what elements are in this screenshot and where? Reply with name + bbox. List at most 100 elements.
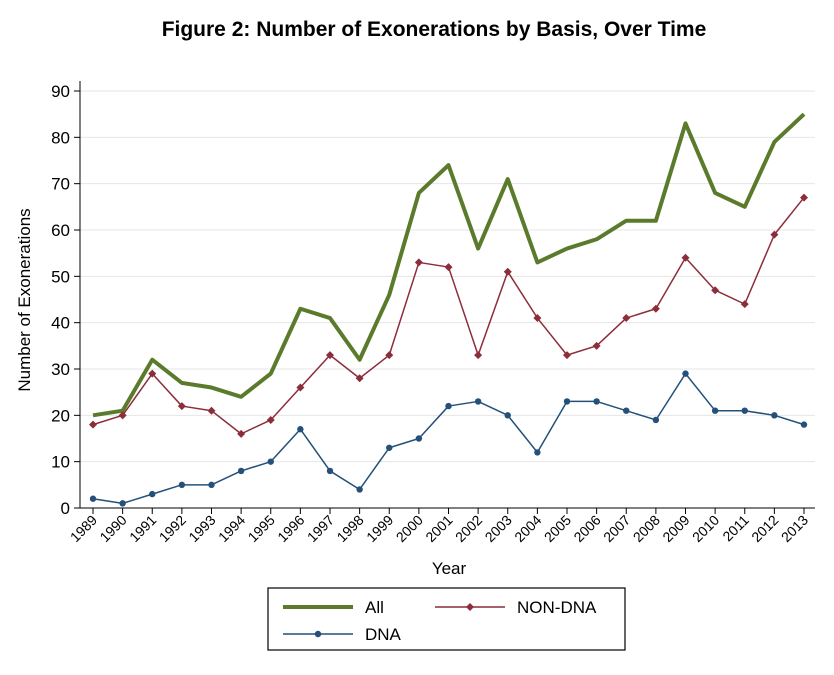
data-point-non-dna xyxy=(711,286,720,295)
data-point-non-dna xyxy=(651,304,660,313)
data-point-non-dna xyxy=(503,267,512,276)
data-point-non-dna xyxy=(592,341,601,350)
y-tick-label: 30 xyxy=(51,360,70,379)
x-tick-label: 2010 xyxy=(689,512,722,545)
data-point-dna xyxy=(623,407,630,414)
data-point-dna xyxy=(534,449,541,456)
data-point-dna xyxy=(504,412,511,419)
series-line-dna xyxy=(92,372,805,505)
x-tick-label: 2013 xyxy=(778,512,811,545)
data-point-non-dna xyxy=(177,402,186,411)
legend-label-all: All xyxy=(365,598,384,617)
data-point-dna xyxy=(356,486,363,493)
data-point-dna xyxy=(297,426,304,433)
x-tick-label: 1989 xyxy=(67,512,100,545)
data-point-dna xyxy=(445,402,452,410)
x-tick-label: 1994 xyxy=(215,512,248,545)
x-tick-label: 2002 xyxy=(452,512,485,545)
x-tick-label: 2003 xyxy=(482,512,515,545)
y-tick-label: 10 xyxy=(51,453,70,472)
y-tick-label: 0 xyxy=(61,499,70,518)
x-tick-label: 1995 xyxy=(245,512,278,545)
y-tick-label: 70 xyxy=(51,175,70,194)
data-point-dna xyxy=(386,444,393,451)
legend-marker-non-dna xyxy=(466,603,474,611)
x-tick-label: 2007 xyxy=(600,512,633,545)
data-point-dna xyxy=(771,412,778,419)
x-tick-label: 1998 xyxy=(333,512,366,545)
data-point-dna xyxy=(415,435,423,442)
legend-box xyxy=(267,587,626,651)
y-tick-label: 40 xyxy=(51,314,70,333)
data-point-dna xyxy=(741,407,748,414)
x-tick-label: 1991 xyxy=(126,512,159,545)
data-point-non-dna xyxy=(622,314,631,323)
data-point-dna xyxy=(119,500,126,507)
x-tick-label: 1993 xyxy=(185,512,218,545)
x-tick-label: 2004 xyxy=(511,512,544,545)
x-tick-label: 1990 xyxy=(96,512,129,545)
x-tick-label: 1992 xyxy=(156,512,189,545)
legend-label-dna: DNA xyxy=(365,625,402,644)
y-tick-label: 60 xyxy=(51,221,70,240)
y-tick-label: 50 xyxy=(51,267,70,286)
data-point-dna xyxy=(474,398,482,405)
data-point-non-dna xyxy=(326,351,334,360)
data-point-dna xyxy=(326,467,334,475)
data-point-non-dna xyxy=(474,351,483,360)
data-point-dna xyxy=(593,398,600,405)
data-point-dna xyxy=(800,421,808,428)
data-point-dna xyxy=(178,481,186,489)
x-tick-label: 2000 xyxy=(393,512,426,545)
data-point-dna xyxy=(563,398,571,405)
series-line-all xyxy=(92,112,806,418)
data-point-dna xyxy=(652,416,660,424)
data-point-non-dna xyxy=(296,383,305,392)
x-tick-label: 2006 xyxy=(570,512,603,545)
x-tick-label: 1999 xyxy=(363,512,396,545)
data-point-non-dna xyxy=(148,369,157,378)
x-tick-label: 2012 xyxy=(748,512,781,545)
y-tick-label: 20 xyxy=(51,406,70,425)
x-tick-label: 1997 xyxy=(304,512,337,545)
x-tick-label: 2005 xyxy=(541,512,574,545)
data-point-non-dna xyxy=(800,193,808,202)
data-point-non-dna xyxy=(207,406,216,415)
data-point-non-dna xyxy=(266,415,275,424)
data-point-non-dna xyxy=(414,258,423,267)
data-point-non-dna xyxy=(770,230,779,239)
legend-label-non-dna: NON-DNA xyxy=(517,598,597,617)
data-point-non-dna xyxy=(681,253,690,262)
data-point-dna xyxy=(267,458,274,465)
y-tick-label: 80 xyxy=(51,128,70,147)
data-point-non-dna xyxy=(237,429,246,438)
data-point-non-dna xyxy=(118,411,127,420)
data-point-dna xyxy=(89,495,97,502)
data-point-non-dna xyxy=(740,300,749,309)
x-tick-label: 2009 xyxy=(659,512,692,545)
data-point-dna xyxy=(711,407,719,414)
series-line-non-dna xyxy=(92,197,805,435)
data-point-non-dna xyxy=(563,351,571,360)
y-tick-label: 90 xyxy=(51,82,70,101)
data-point-non-dna xyxy=(444,263,453,272)
data-point-non-dna xyxy=(355,374,364,383)
data-point-non-dna xyxy=(533,314,542,323)
data-point-non-dna xyxy=(385,351,394,360)
y-axis-label: Number of Exonerations xyxy=(15,208,34,391)
data-point-dna xyxy=(237,467,245,475)
legend-marker-dna xyxy=(314,630,322,638)
data-point-dna xyxy=(682,370,689,377)
data-point-dna xyxy=(149,490,156,498)
x-axis-label: Year xyxy=(432,559,467,578)
chart-title: Figure 2: Number of Exonerations by Basi… xyxy=(162,18,707,41)
x-tick-label: 2008 xyxy=(630,512,663,545)
legend: All NON-DNA DNA xyxy=(267,587,626,651)
x-tick-label: 2011 xyxy=(719,512,752,545)
data-point-dna xyxy=(208,481,215,489)
x-tick-label: 2001 xyxy=(422,512,455,545)
data-point-non-dna xyxy=(89,420,97,429)
x-tick-label: 1996 xyxy=(274,512,307,545)
